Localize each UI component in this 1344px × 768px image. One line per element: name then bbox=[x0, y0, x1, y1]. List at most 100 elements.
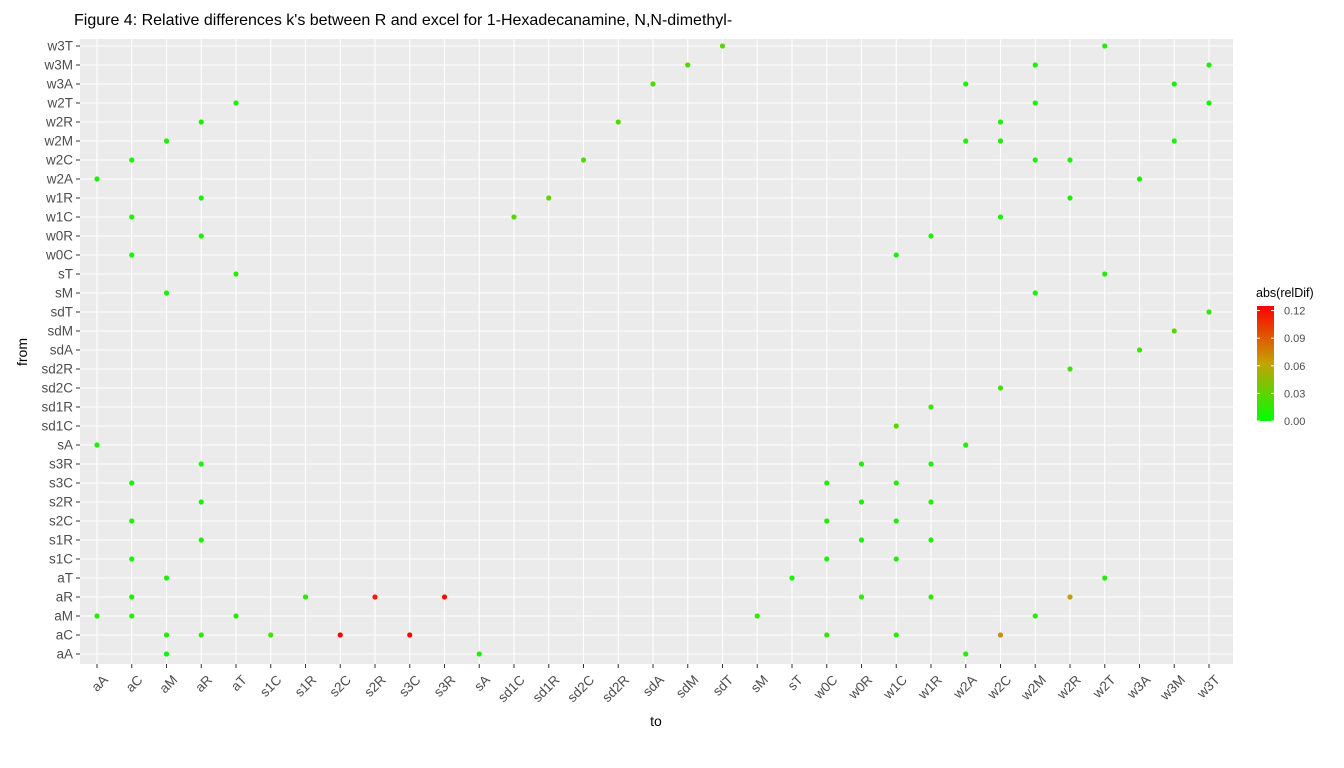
y-tick-label: s1C bbox=[49, 552, 73, 567]
y-tick-label: w2R bbox=[45, 115, 73, 130]
x-tick-label: sT bbox=[785, 672, 806, 693]
x-tick-label: w0R bbox=[845, 672, 876, 703]
data-point bbox=[1206, 100, 1212, 106]
y-tick-label: w2C bbox=[45, 153, 73, 168]
x-tick-label: aC bbox=[123, 672, 146, 695]
data-point bbox=[163, 632, 170, 638]
data-point bbox=[1067, 195, 1073, 201]
x-tick-label: w2C bbox=[984, 672, 1015, 703]
data-point bbox=[650, 81, 656, 87]
y-tick-label: s1R bbox=[49, 533, 73, 548]
x-tick-label: aR bbox=[192, 672, 215, 695]
data-point bbox=[198, 461, 204, 467]
data-point bbox=[928, 404, 934, 410]
data-points bbox=[94, 43, 1212, 657]
x-axis-title: to bbox=[650, 713, 662, 729]
data-point bbox=[928, 233, 934, 239]
y-tick-label: sd1R bbox=[41, 400, 73, 415]
x-tick-label: s1R bbox=[292, 672, 320, 700]
data-point bbox=[163, 651, 170, 657]
y-tick-label: sdA bbox=[50, 343, 73, 358]
data-point bbox=[1032, 613, 1038, 619]
y-axis: aA aC aM aR aT s1C s1R s2C s2R s3C s3R sA sd1C sd1R sd… bbox=[41, 39, 80, 662]
x-tick-label: aA bbox=[89, 672, 111, 694]
y-tick-label: w2T bbox=[46, 96, 73, 111]
data-point bbox=[163, 138, 170, 144]
y-tick-label: s2C bbox=[49, 514, 73, 529]
data-point bbox=[1102, 271, 1108, 277]
y-tick-label: aA bbox=[56, 647, 73, 662]
data-point bbox=[441, 594, 448, 600]
x-tick-label: sM bbox=[748, 672, 771, 695]
y-tick-label: sA bbox=[57, 438, 73, 453]
data-point bbox=[129, 613, 135, 619]
data-point bbox=[719, 43, 726, 49]
data-point bbox=[198, 499, 204, 505]
data-point bbox=[546, 195, 552, 201]
x-tick-label: w1C bbox=[880, 672, 911, 703]
data-point bbox=[163, 290, 170, 296]
x-tick-label: w1R bbox=[914, 672, 945, 703]
legend-title: abs(relDif) bbox=[1256, 286, 1314, 300]
data-point bbox=[1067, 366, 1073, 372]
data-point bbox=[928, 594, 934, 600]
x-tick-label: s2C bbox=[326, 672, 354, 700]
data-point bbox=[198, 233, 204, 239]
data-point bbox=[963, 442, 969, 448]
data-point bbox=[1067, 157, 1073, 163]
y-tick-label: w0C bbox=[45, 248, 73, 263]
x-tick-label: w2M bbox=[1018, 672, 1049, 703]
x-tick-label: w0C bbox=[810, 672, 841, 703]
data-point bbox=[129, 157, 135, 163]
data-point bbox=[476, 651, 482, 657]
y-tick-label: sdT bbox=[50, 305, 73, 320]
data-point bbox=[824, 518, 830, 524]
data-point bbox=[928, 499, 934, 505]
data-point bbox=[129, 214, 135, 220]
x-tick-label: sd1C bbox=[495, 672, 528, 705]
data-point bbox=[1206, 309, 1212, 315]
chart-title: Figure 4: Relative differences k's betwe… bbox=[74, 12, 732, 29]
data-point bbox=[511, 214, 517, 220]
y-tick-label: s3R bbox=[49, 457, 73, 472]
data-point bbox=[754, 613, 760, 619]
data-point bbox=[858, 499, 865, 505]
data-point bbox=[407, 632, 413, 638]
data-point bbox=[1171, 138, 1177, 144]
y-tick-label: aM bbox=[54, 609, 73, 624]
y-tick-label: s2R bbox=[49, 495, 73, 510]
data-point bbox=[893, 556, 899, 562]
x-tick-label: sdT bbox=[710, 672, 737, 699]
data-point bbox=[928, 461, 934, 467]
x-tick-label: sd2C bbox=[564, 672, 597, 705]
data-point bbox=[268, 632, 274, 638]
y-tick-label: w2M bbox=[43, 134, 73, 149]
x-tick-label: aM bbox=[156, 672, 180, 696]
y-tick-label: sdM bbox=[47, 324, 73, 339]
x-tick-label: sdM bbox=[673, 672, 702, 701]
data-point bbox=[893, 632, 899, 638]
data-point bbox=[372, 594, 378, 600]
color-legend: abs(relDif) 0.00 0.03 0.06 0.09 0.12 bbox=[1256, 286, 1314, 428]
data-point bbox=[858, 537, 865, 543]
y-tick-label: w3M bbox=[43, 58, 73, 73]
data-point bbox=[129, 252, 135, 258]
data-point bbox=[94, 613, 100, 619]
x-tick-label: s2R bbox=[361, 672, 389, 700]
x-tick-label: s3C bbox=[396, 672, 424, 700]
data-point bbox=[997, 119, 1004, 125]
data-point bbox=[858, 461, 865, 467]
data-point bbox=[1032, 290, 1038, 296]
data-point bbox=[94, 442, 100, 448]
x-tick-label: w3T bbox=[1193, 672, 1222, 701]
grid-lines bbox=[80, 39, 1233, 664]
x-tick-label: w2R bbox=[1053, 672, 1084, 703]
data-point bbox=[858, 594, 865, 600]
x-tick-label: s3R bbox=[431, 672, 459, 700]
y-tick-label: aC bbox=[56, 628, 74, 643]
y-tick-label: s3C bbox=[49, 476, 73, 491]
data-point bbox=[233, 271, 239, 277]
data-point bbox=[233, 613, 239, 619]
data-point bbox=[615, 119, 621, 125]
